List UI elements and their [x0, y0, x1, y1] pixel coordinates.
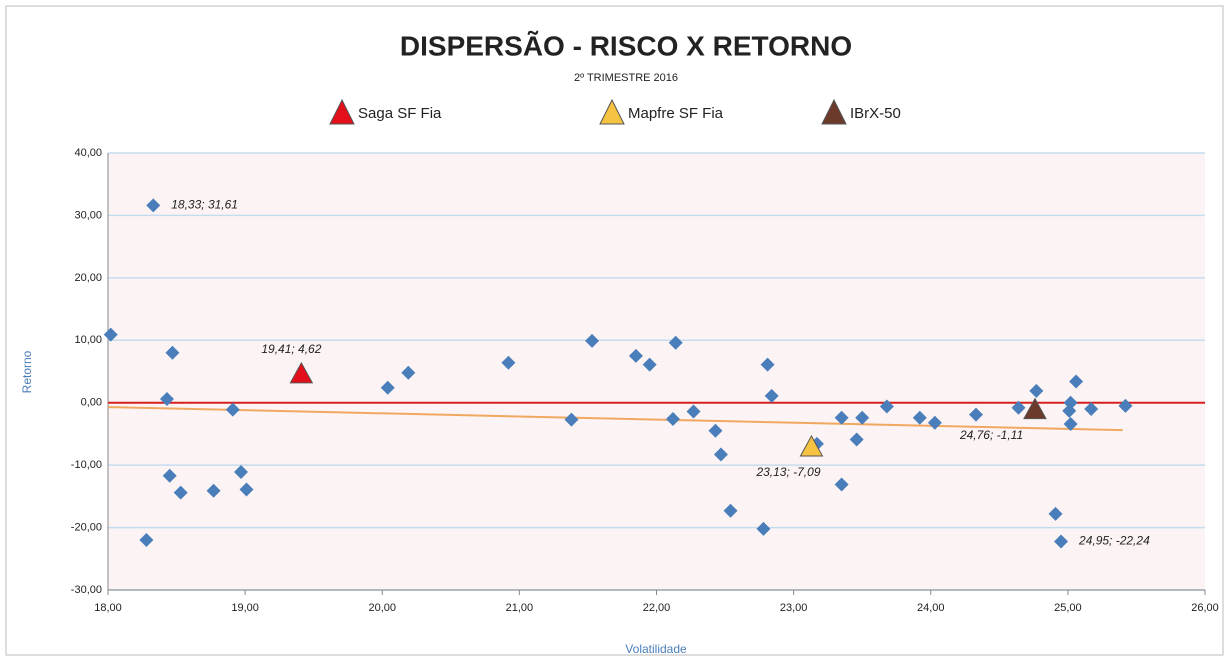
chart-subtitle: 2º TRIMESTRE 2016: [574, 72, 678, 84]
point: [1011, 400, 1026, 415]
x-tick-label: 22,00: [643, 602, 671, 614]
y-tick-label: 40,00: [74, 147, 102, 159]
point: [103, 327, 118, 342]
point: [665, 411, 680, 426]
x-tick-label: 25,00: [1054, 602, 1082, 614]
point: [234, 465, 249, 480]
y-tick-label: -20,00: [71, 521, 102, 533]
x-tick-label: 20,00: [368, 602, 396, 614]
point: [1029, 383, 1044, 398]
point: [1084, 401, 1099, 416]
point: [713, 447, 728, 462]
highlight-point: [289, 361, 314, 384]
point: [1048, 506, 1063, 521]
point: [173, 485, 188, 500]
y-tick-label: -10,00: [71, 459, 102, 471]
legend-marker: [821, 98, 847, 125]
data-label: 18,33; 31,61: [171, 198, 238, 212]
point: [834, 410, 849, 425]
legend-marker: [599, 98, 625, 125]
y-tick-label: 20,00: [74, 272, 102, 284]
point: [165, 345, 180, 360]
point: [668, 335, 683, 350]
point: [239, 482, 254, 497]
point: [764, 388, 779, 403]
point: [1054, 534, 1069, 549]
x-tick-label: 23,00: [780, 602, 808, 614]
y-tick-label: 10,00: [74, 334, 102, 346]
data-label: 23,13; -7,09: [755, 465, 820, 479]
point: [162, 468, 177, 483]
y-tick-label: 0,00: [81, 397, 102, 409]
x-tick-label: 18,00: [94, 602, 122, 614]
point: [380, 380, 395, 395]
x-tick-label: 19,00: [231, 602, 259, 614]
point: [642, 357, 657, 372]
point: [1069, 374, 1084, 389]
point: [206, 483, 221, 498]
point: [879, 399, 894, 414]
point: [1063, 395, 1078, 410]
point: [146, 198, 161, 213]
x-tick-label: 21,00: [506, 602, 534, 614]
point: [1118, 398, 1133, 413]
x-tick-label: 26,00: [1191, 602, 1219, 614]
data-label: 19,41; 4,62: [261, 342, 321, 356]
chart-title: DISPERSÃO - RISCO X RETORNO: [400, 30, 852, 61]
point: [401, 365, 416, 380]
y-tick-label: 30,00: [74, 209, 102, 221]
point: [849, 432, 864, 447]
point: [834, 477, 849, 492]
data-label: 24,76; -1,11: [959, 428, 1023, 442]
point: [225, 402, 240, 417]
highlight-point: [1023, 397, 1047, 420]
point: [855, 410, 870, 425]
point: [139, 533, 154, 548]
point: [501, 355, 516, 370]
y-axis-label: Retorno: [20, 350, 34, 393]
point: [564, 412, 579, 427]
point: [708, 423, 723, 438]
legend-label: Saga SF Fia: [358, 105, 442, 122]
point: [927, 415, 942, 430]
legend-label: IBrX-50: [850, 105, 901, 122]
plot-area: [108, 153, 1205, 590]
highlight-point: [799, 434, 824, 457]
point: [969, 407, 984, 422]
legend-label: Mapfre SF Fia: [628, 105, 724, 122]
point: [686, 404, 701, 419]
point: [159, 391, 174, 406]
data-label: 24,95; -22,24: [1078, 534, 1150, 548]
point: [628, 348, 643, 363]
x-tick-label: 24,00: [917, 602, 945, 614]
x-axis-label: Volatilidade: [625, 642, 687, 656]
y-tick-label: -30,00: [71, 584, 102, 596]
point: [756, 521, 771, 536]
point: [912, 410, 927, 425]
trendline: [107, 406, 1123, 432]
legend-marker: [329, 98, 355, 125]
point: [585, 333, 600, 348]
point: [723, 503, 738, 518]
point: [760, 357, 775, 372]
point: [1063, 416, 1078, 431]
